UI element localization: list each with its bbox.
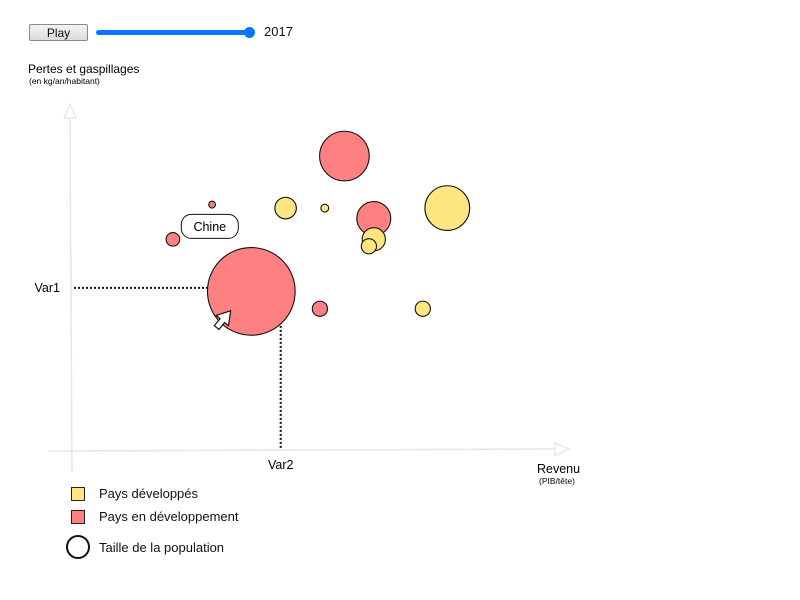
legend-item-population-size: Taille de la population: [66, 535, 224, 559]
axes: [47, 102, 571, 473]
y-axis: [69, 111, 73, 473]
y-axis-arrow: [63, 102, 77, 119]
x-axis-arrow: [554, 442, 571, 458]
slider-track[interactable]: [96, 30, 250, 35]
x-axis-subtitle: (PIB/tête): [539, 476, 575, 486]
year-slider[interactable]: [96, 27, 256, 39]
bubble-developed-0[interactable]: [274, 196, 297, 220]
legend-label-population-size: Taille de la population: [99, 539, 225, 555]
legend-item-developing: Pays en développement: [66, 509, 238, 524]
bubble-developing-3[interactable]: [311, 300, 329, 317]
bubble-developed-2[interactable]: [360, 238, 378, 255]
x-axis-title: Revenu: [537, 462, 580, 476]
legend-swatch-developing: [71, 509, 85, 524]
bubble-developing-4[interactable]: [319, 130, 370, 182]
play-button[interactable]: Play: [29, 24, 88, 41]
legend-label-developing: Pays en développement: [99, 509, 239, 524]
bubble-developed-4[interactable]: [414, 300, 431, 317]
year-label: 2017: [264, 24, 293, 39]
x-axis: [47, 448, 557, 452]
axis-labels: Pertes et gaspillages (en kg/an/habitant…: [28, 62, 580, 486]
legend-swatch-developed: [71, 486, 85, 501]
annotation-label: Chine: [193, 220, 226, 234]
y-axis-title: Pertes et gaspillages: [28, 62, 139, 76]
bubble-developed-5[interactable]: [424, 185, 471, 232]
bubble-developing-1[interactable]: [165, 231, 181, 247]
population-size-circle-icon: [66, 535, 90, 559]
y-tick-label: Var1: [35, 281, 61, 295]
legend-label-developed: Pays développés: [99, 486, 199, 501]
pointer-arrow-icon: [213, 310, 232, 331]
bubble-developing-2[interactable]: [208, 200, 217, 209]
annotation: Chine: [180, 213, 239, 331]
y-axis-subtitle: (en kg/an/habitant): [29, 76, 100, 86]
annotation-box: [180, 213, 239, 239]
legend-item-developed: Pays développés: [66, 486, 198, 501]
data-points: [165, 130, 471, 336]
slider-thumb[interactable]: [244, 27, 255, 38]
x-tick-label: Var2: [268, 458, 294, 472]
bubble-developed-1[interactable]: [320, 203, 330, 213]
